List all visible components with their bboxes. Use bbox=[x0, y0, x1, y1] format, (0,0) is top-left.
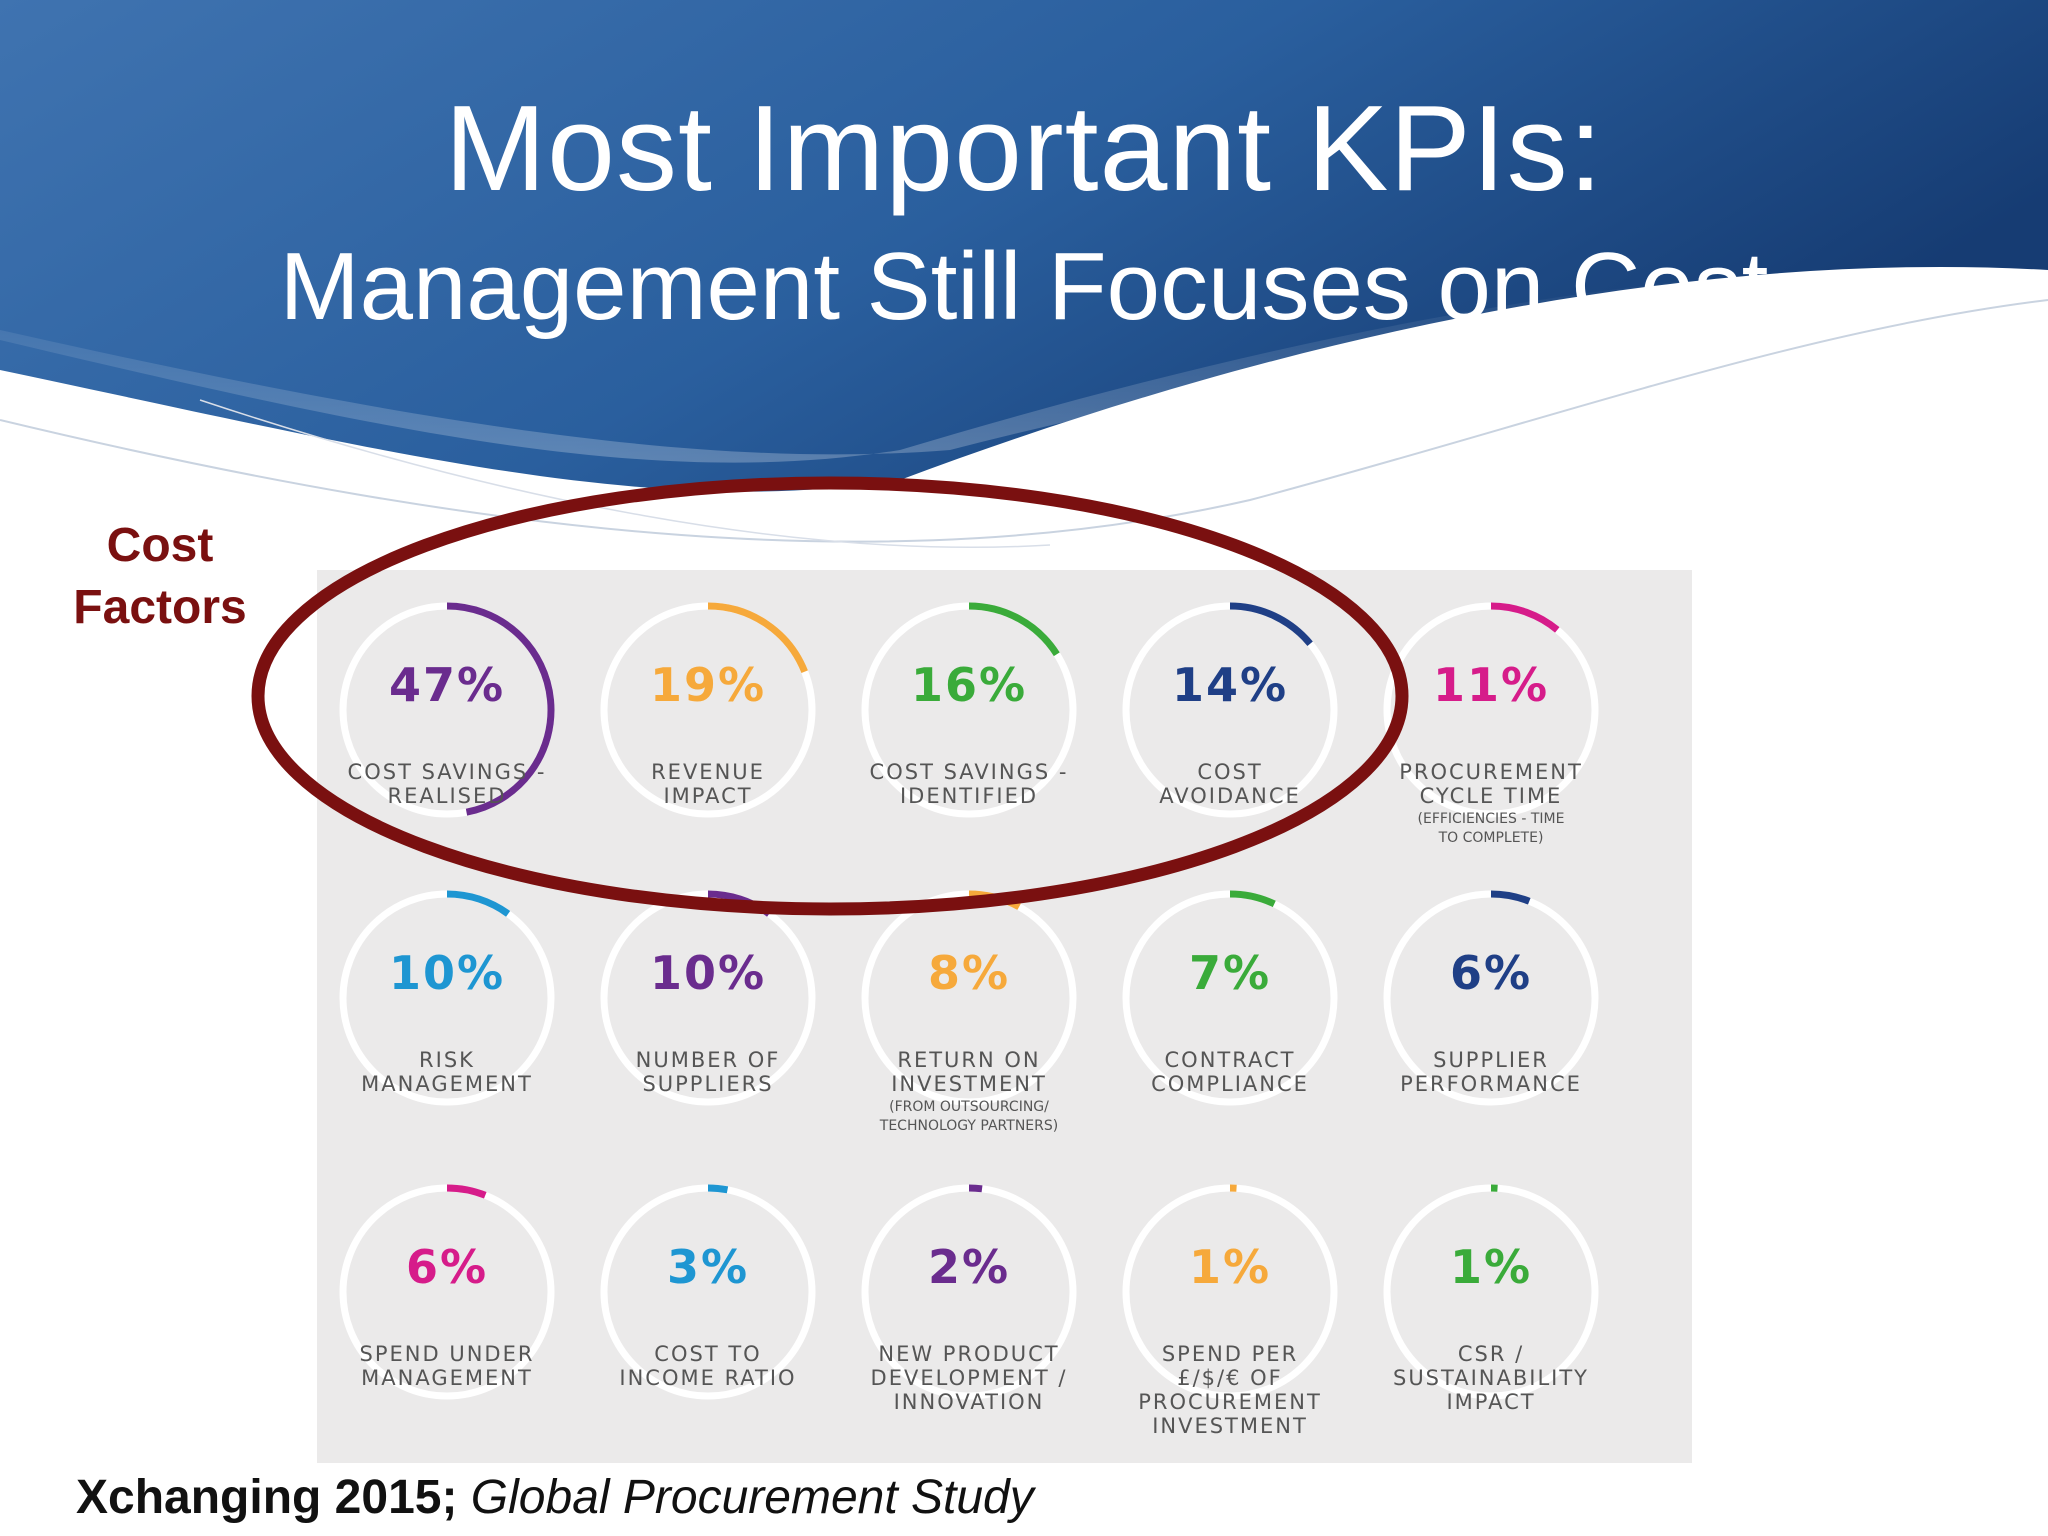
kpi-label: SUPPLIER PERFORMANCE bbox=[1400, 1048, 1582, 1096]
kpi-ring-arc bbox=[968, 1184, 983, 1193]
kpi-item: 47% COST SAVINGS - REALISED bbox=[317, 600, 577, 880]
kpi-ring-arc bbox=[968, 602, 1060, 657]
kpi-ring-arc bbox=[1490, 602, 1560, 633]
kpi-item: 2% NEW PRODUCT DEVELOPMENT / INNOVATION bbox=[839, 1182, 1099, 1462]
kpi-ring bbox=[1383, 890, 1599, 1106]
kpi-label: COST AVOIDANCE bbox=[1159, 760, 1301, 808]
kpi-item: 8% RETURN ON INVESTMENT (FROM OUTSOURCING/… bbox=[839, 888, 1099, 1168]
kpi-ring-arc bbox=[446, 890, 511, 917]
kpi-ring bbox=[600, 1184, 816, 1400]
kpi-item: 1% SPEND PER £/$/€ OF PROCUREMENT INVESTM… bbox=[1100, 1182, 1360, 1462]
kpi-percentage: 7% bbox=[1188, 946, 1272, 1000]
kpi-ring bbox=[339, 1184, 555, 1400]
kpi-ring-arc bbox=[707, 890, 772, 917]
kpi-infographic: 47% COST SAVINGS - REALISED 19% REVENUE IMP… bbox=[317, 570, 1692, 1463]
kpi-label: REVENUE IMPACT bbox=[651, 760, 765, 808]
kpi-percentage: 1% bbox=[1188, 1240, 1272, 1294]
kpi-ring bbox=[861, 1184, 1077, 1400]
kpi-percentage: 10% bbox=[649, 946, 767, 1000]
page-title: Most Important KPIs: bbox=[444, 80, 1604, 216]
kpi-note: (EFFICIENCIES - TIME TO COMPLETE) bbox=[1417, 811, 1565, 846]
kpi-ring bbox=[1122, 1184, 1338, 1400]
kpi-label: SPEND UNDER MANAGEMENT bbox=[359, 1342, 535, 1390]
kpi-item: 10% NUMBER OF SUPPLIERS bbox=[578, 888, 838, 1168]
kpi-percentage: 1% bbox=[1449, 1240, 1533, 1294]
kpi-ring-arc bbox=[446, 1184, 487, 1199]
kpi-label: COST TO INCOME RATIO bbox=[619, 1342, 797, 1390]
kpi-ring-arc bbox=[968, 890, 1021, 910]
kpi-percentage: 10% bbox=[388, 946, 506, 1000]
kpi-ring-arc bbox=[707, 1184, 729, 1194]
kpi-item: 1% CSR / SUSTAINABILITY IMPACT bbox=[1361, 1182, 1621, 1462]
kpi-percentage: 2% bbox=[927, 1240, 1011, 1294]
kpi-label: NEW PRODUCT DEVELOPMENT / INNOVATION bbox=[870, 1342, 1068, 1414]
kpi-ring-arc bbox=[1229, 890, 1276, 908]
kpi-ring-arc bbox=[1490, 890, 1531, 905]
page-subtitle: Management Still Focuses on Cost bbox=[279, 233, 1769, 340]
kpi-label: SPEND PER £/$/€ OF PROCUREMENT INVESTMEN… bbox=[1138, 1342, 1322, 1438]
kpi-item: 14% COST AVOIDANCE bbox=[1100, 600, 1360, 880]
kpi-item: 7% CONTRACT COMPLIANCE bbox=[1100, 888, 1360, 1168]
kpi-item: 3% COST TO INCOME RATIO bbox=[578, 1182, 838, 1462]
kpi-label: COST SAVINGS - REALISED bbox=[347, 760, 547, 808]
source-publisher: Xchanging 2015; bbox=[76, 1471, 458, 1524]
kpi-percentage: 19% bbox=[649, 658, 767, 712]
source-study-title: Global Procurement Study bbox=[470, 1471, 1034, 1524]
kpi-percentage: 14% bbox=[1171, 658, 1289, 712]
kpi-label: PROCUREMENT CYCLE TIME (EFFICIENCIES - TI… bbox=[1361, 760, 1621, 848]
kpi-label: RETURN ON INVESTMENT (FROM OUTSOURCING/ T… bbox=[839, 1048, 1099, 1136]
kpi-item: 16% COST SAVINGS - IDENTIFIED bbox=[839, 600, 1099, 880]
source-citation: Xchanging 2015; Global Procurement Study bbox=[76, 1470, 1034, 1525]
kpi-label: CONTRACT COMPLIANCE bbox=[1151, 1048, 1309, 1096]
kpi-label: NUMBER OF SUPPLIERS bbox=[635, 1048, 781, 1096]
kpi-item: 10% RISK MANAGEMENT bbox=[317, 888, 577, 1168]
kpi-label: CSR / SUSTAINABILITY IMPACT bbox=[1392, 1342, 1589, 1414]
cost-factors-callout: Cost Factors bbox=[73, 519, 247, 634]
kpi-note: (FROM OUTSOURCING/ TECHNOLOGY PARTNERS) bbox=[879, 1099, 1059, 1134]
kpi-item: 19% REVENUE IMPACT bbox=[578, 600, 838, 880]
kpi-percentage: 47% bbox=[388, 658, 506, 712]
kpi-percentage: 6% bbox=[405, 1240, 489, 1294]
kpi-item: 6% SPEND UNDER MANAGEMENT bbox=[317, 1182, 577, 1462]
kpi-percentage: 6% bbox=[1449, 946, 1533, 1000]
kpi-percentage: 16% bbox=[910, 658, 1028, 712]
kpi-item: 11% PROCUREMENT CYCLE TIME (EFFICIENCIES -… bbox=[1361, 600, 1621, 880]
kpi-item: 6% SUPPLIER PERFORMANCE bbox=[1361, 888, 1621, 1168]
kpi-ring-arc bbox=[1229, 602, 1313, 646]
kpi-percentage: 11% bbox=[1432, 658, 1550, 712]
kpi-percentage: 8% bbox=[927, 946, 1011, 1000]
kpi-label: COST SAVINGS - IDENTIFIED bbox=[869, 760, 1069, 808]
kpi-percentage: 3% bbox=[666, 1240, 750, 1294]
kpi-label: RISK MANAGEMENT bbox=[361, 1048, 533, 1096]
kpi-ring bbox=[1383, 1184, 1599, 1400]
